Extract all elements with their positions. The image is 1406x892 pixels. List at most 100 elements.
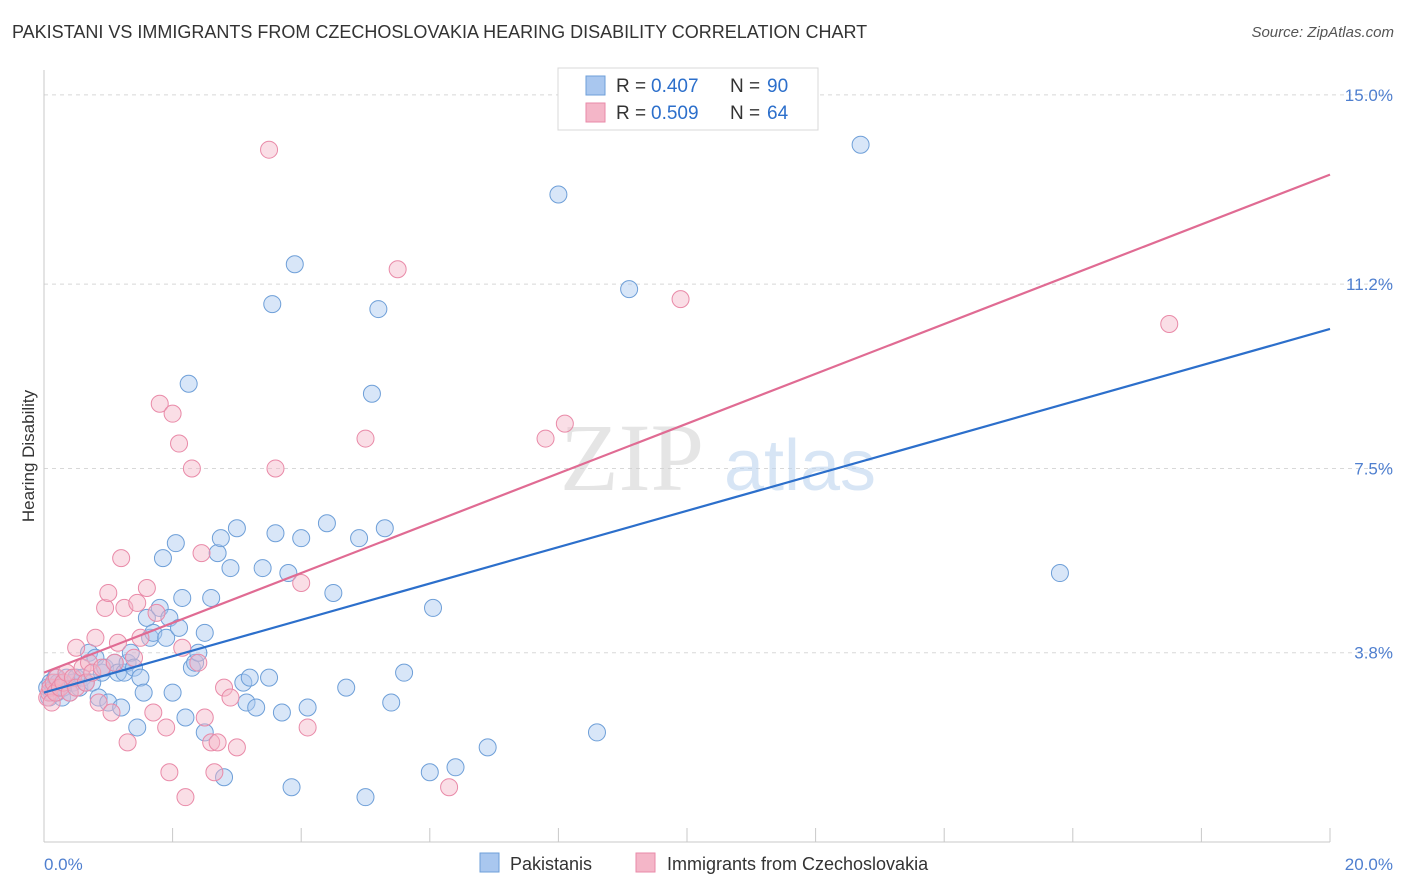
- point-pakistanis-74: [324, 583, 343, 602]
- point-czechoslovakia-47: [205, 763, 224, 782]
- bottom-legend: Pakistanis Immigrants from Czechoslovaki…: [479, 852, 929, 874]
- point-czechoslovakia-48: [208, 733, 227, 752]
- point-pakistanis-90: [851, 135, 870, 154]
- point-pakistanis-55: [211, 529, 230, 548]
- point-pakistanis-54: [208, 544, 227, 563]
- legend-r-label-2: R =: [616, 103, 646, 124]
- legend-swatch-czechoslovakia: [585, 102, 606, 123]
- point-pakistanis-78: [362, 384, 381, 403]
- tick-labels: 3.8% 7.5% 11.2% 15.0% 0.0% 20.0%: [44, 86, 1393, 874]
- point-pakistanis-40: [157, 628, 176, 647]
- point-czechoslovakia-23: [102, 703, 121, 722]
- grid: [44, 94, 1394, 654]
- point-czechoslovakia-45: [195, 708, 214, 727]
- point-czechoslovakia-29: [125, 648, 144, 667]
- data-points: [38, 135, 1179, 807]
- point-czechoslovakia-28: [118, 733, 137, 752]
- legend-n-label-2: N =: [730, 103, 760, 124]
- point-czechoslovakia-30: [128, 593, 147, 612]
- point-czechoslovakia-36: [157, 718, 176, 737]
- point-pakistanis-64: [260, 668, 279, 687]
- y-tick-label-1: 7.5%: [1354, 459, 1393, 478]
- point-czechoslovakia-50: [221, 688, 240, 707]
- point-czechoslovakia-43: [189, 653, 208, 672]
- point-pakistanis-42: [163, 683, 182, 702]
- point-pakistanis-21: [89, 688, 108, 707]
- point-pakistanis-45: [173, 588, 192, 607]
- point-pakistanis-47: [179, 374, 198, 393]
- point-pakistanis-38: [150, 598, 169, 617]
- point-pakistanis-70: [285, 255, 304, 274]
- point-pakistanis-79: [369, 300, 388, 319]
- point-pakistanis-85: [446, 758, 465, 777]
- point-pakistanis-46: [176, 708, 195, 727]
- point-czechoslovakia-3: [42, 693, 61, 712]
- point-czechoslovakia-57: [388, 260, 407, 279]
- bottom-legend-swatch-czechoslovakia: [635, 852, 656, 873]
- point-pakistanis-88: [587, 723, 606, 742]
- point-pakistanis-63: [253, 559, 272, 578]
- point-czechoslovakia-56: [356, 429, 375, 448]
- point-czechoslovakia-58: [440, 778, 459, 797]
- point-pakistanis-80: [375, 519, 394, 538]
- point-czechoslovakia-62: [1160, 315, 1179, 334]
- point-pakistanis-53: [202, 588, 221, 607]
- point-czechoslovakia-33: [144, 703, 163, 722]
- point-pakistanis-39: [153, 549, 172, 568]
- point-czechoslovakia-52: [260, 140, 279, 159]
- legend-n-label-1: N =: [730, 76, 760, 97]
- point-pakistanis-56: [215, 768, 234, 787]
- x-tick-label-1: 20.0%: [1345, 855, 1393, 874]
- y-axis-label: Hearing Disability: [19, 389, 38, 522]
- point-czechoslovakia-21: [96, 598, 115, 617]
- point-czechoslovakia-53: [266, 459, 285, 478]
- point-czechoslovakia-35: [150, 394, 169, 413]
- point-czechoslovakia-34: [147, 603, 166, 622]
- legend-n-value-1: 90: [767, 76, 788, 97]
- trend-line-czechoslovakia: [43, 173, 1331, 674]
- bottom-legend-label-czechoslovakia: Immigrants from Czechoslovakia: [667, 854, 929, 874]
- point-pakistanis-57: [221, 559, 240, 578]
- point-czechoslovakia-24: [105, 653, 124, 672]
- point-czechoslovakia-51: [227, 738, 246, 757]
- point-czechoslovakia-25: [108, 633, 127, 652]
- point-pakistanis-66: [266, 524, 285, 543]
- point-czechoslovakia-38: [163, 404, 182, 423]
- point-czechoslovakia-60: [555, 414, 574, 433]
- axes: [43, 70, 1331, 843]
- legend-r-value-1: 0.407: [651, 76, 699, 97]
- legend: R = 0.407 N = 90 R = 0.509 N = 64: [557, 67, 819, 131]
- point-czechoslovakia-41: [176, 788, 195, 807]
- point-pakistanis-76: [350, 529, 369, 548]
- point-pakistanis-30: [121, 643, 140, 662]
- legend-r-value-2: 0.509: [651, 103, 699, 124]
- point-pakistanis-72: [298, 698, 317, 717]
- bottom-legend-label-pakistanis: Pakistanis: [510, 854, 592, 874]
- point-pakistanis-58: [227, 519, 246, 538]
- legend-r-label-1: R =: [616, 76, 646, 97]
- x-tick-label-0: 0.0%: [44, 855, 83, 874]
- point-pakistanis-84: [424, 598, 443, 617]
- point-pakistanis-51: [195, 723, 214, 742]
- legend-swatch-pakistanis: [585, 75, 606, 96]
- point-czechoslovakia-54: [292, 574, 311, 593]
- point-pakistanis-73: [317, 514, 336, 533]
- point-pakistanis-89: [620, 280, 639, 299]
- y-tick-label-2: 11.2%: [1346, 275, 1393, 294]
- point-czechoslovakia-19: [89, 693, 108, 712]
- point-czechoslovakia-32: [137, 578, 156, 597]
- point-pakistanis-33: [131, 668, 150, 687]
- point-pakistanis-81: [382, 693, 401, 712]
- trend-line-pakistanis: [43, 327, 1331, 694]
- point-pakistanis-83: [420, 763, 439, 782]
- point-pakistanis-69: [282, 778, 301, 797]
- point-pakistanis-77: [356, 788, 375, 807]
- point-pakistanis-71: [292, 529, 311, 548]
- trend-lines: [43, 173, 1331, 694]
- point-pakistanis-34: [134, 683, 153, 702]
- point-pakistanis-62: [247, 698, 266, 717]
- point-czechoslovakia-18: [86, 628, 105, 647]
- y-tick-label-3: 15.0%: [1345, 86, 1393, 105]
- point-czechoslovakia-42: [182, 459, 201, 478]
